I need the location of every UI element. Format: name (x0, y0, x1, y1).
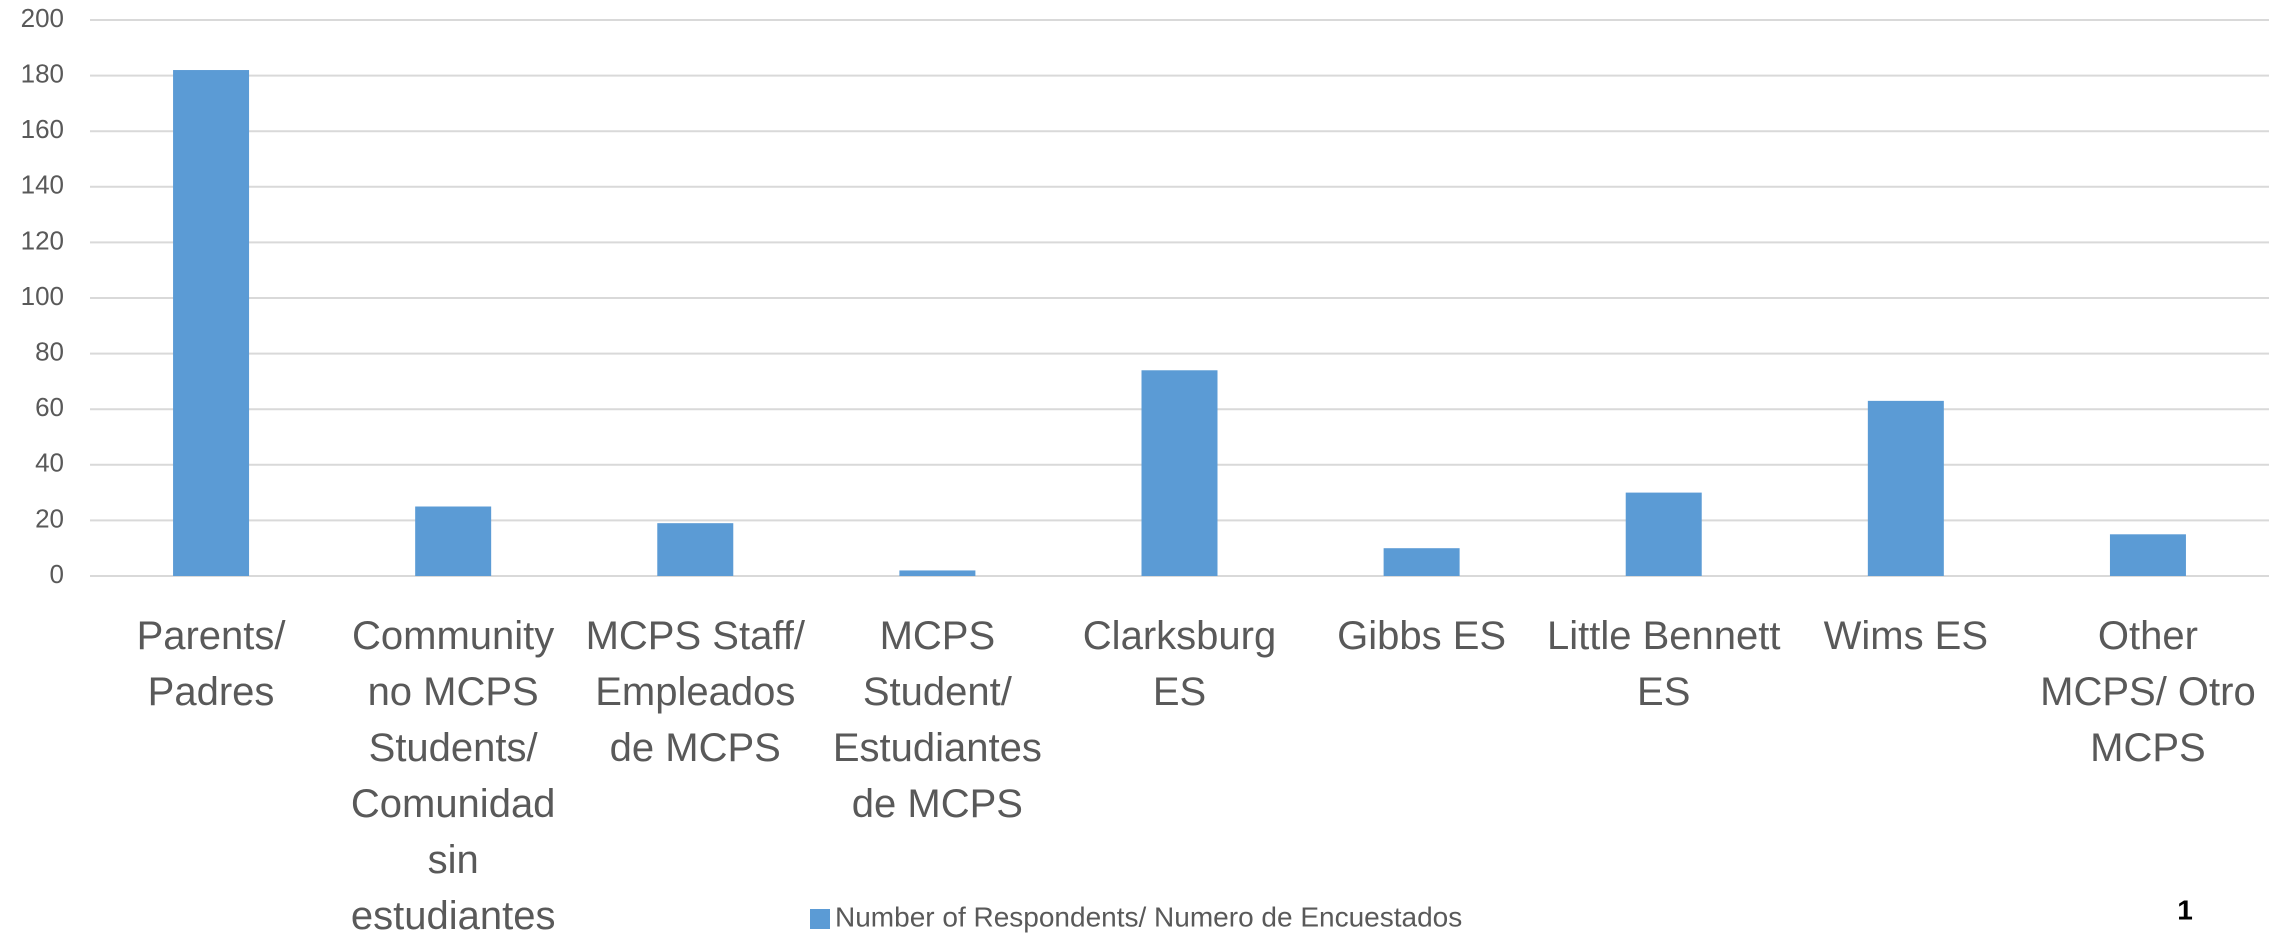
page-number: 1 (2177, 894, 2193, 925)
x-tick-label: Wims ES (1823, 614, 1989, 658)
bar (1141, 370, 1218, 576)
legend-label: Number of Respondents/ Numero de Encuest… (835, 901, 1462, 932)
bar (1867, 400, 1944, 576)
x-tick-label: Clarksburg ES (1082, 614, 1277, 714)
y-tick-label: 140 (21, 170, 64, 200)
y-tick-label: 60 (35, 392, 64, 422)
x-tick-label: Gibbs ES (1337, 614, 1507, 658)
bar (2109, 534, 2186, 576)
x-tick-label: Parents/ Padres (136, 614, 286, 714)
x-tick-label: MCPS Student/ Estudiantes de MCPS (832, 614, 1042, 826)
bar (415, 506, 492, 576)
bar (173, 70, 250, 576)
y-tick-label: 120 (21, 225, 64, 255)
y-tick-label: 160 (21, 114, 64, 144)
bar (899, 570, 976, 576)
y-tick-label: 100 (21, 281, 64, 311)
y-tick-label: 200 (21, 3, 64, 33)
y-tick-label: 20 (35, 503, 64, 533)
bar (657, 523, 734, 576)
bar (1383, 548, 1460, 576)
x-tick-label: Other MCPS/ Otro MCPS (2040, 614, 2256, 770)
y-tick-label: 80 (35, 336, 64, 366)
bar (1625, 492, 1702, 576)
legend-swatch (810, 909, 830, 929)
y-tick-label: 180 (21, 58, 64, 88)
y-tick-label: 0 (50, 559, 64, 589)
y-tick-label: 40 (35, 448, 64, 478)
x-tick-label: MCPS Staff/ Empleados de MCPS (585, 614, 805, 770)
x-tick-label: Community no MCPS Students/ Comunidad si… (350, 614, 556, 938)
x-tick-label: Little Bennett ES (1546, 614, 1781, 714)
